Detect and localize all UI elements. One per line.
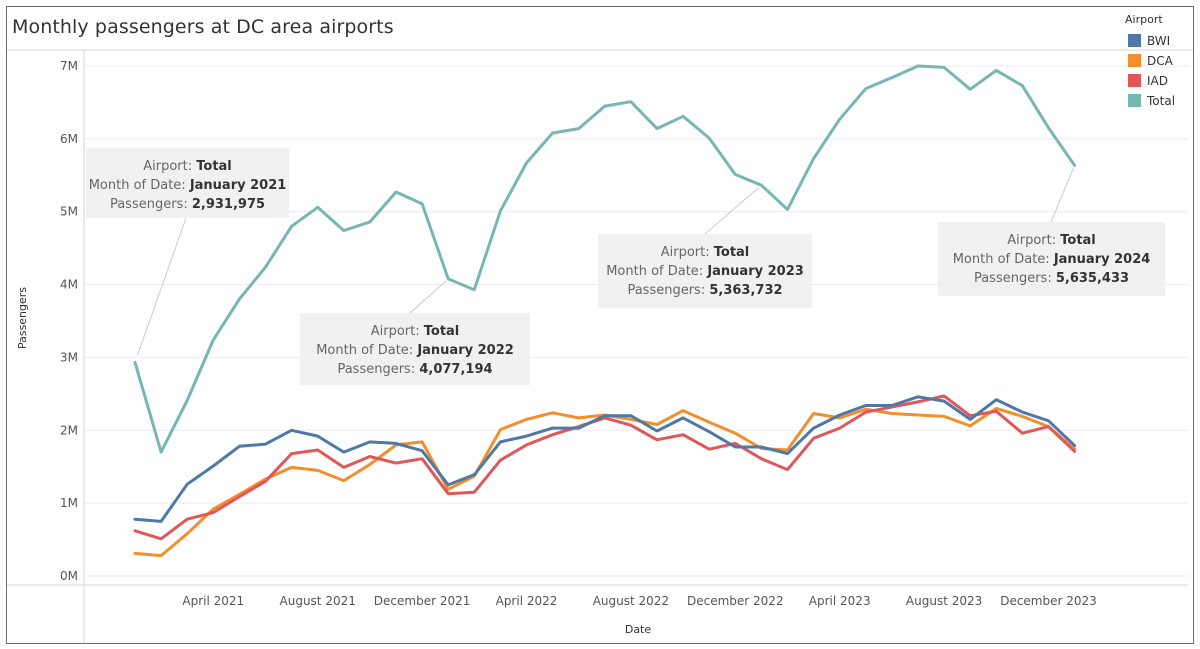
y-tick-label: 4M — [60, 278, 78, 292]
annotation-key: Month of Date: — [953, 252, 1054, 267]
x-tick-label: August 2021 — [280, 594, 356, 608]
annotation: Airport: Total Month of Date: January 202… — [938, 168, 1165, 296]
annotation-value: Total — [1060, 233, 1096, 248]
x-tick-label: December 2021 — [374, 594, 471, 608]
annotation-value: Total — [196, 159, 232, 174]
annotation-value: 4,077,194 — [419, 362, 492, 377]
annotation-line: Passengers: 4,077,194 — [337, 362, 492, 377]
legend-swatch — [1128, 54, 1141, 67]
annotation-key: Passengers: — [337, 362, 419, 377]
annotation-key: Airport: — [1007, 233, 1060, 248]
annotation-key: Passengers: — [974, 271, 1056, 286]
annotation-value: January 2023 — [706, 264, 803, 279]
legend[interactable]: Airport BWI DCA IAD Total — [1125, 13, 1175, 108]
annotations: Airport: Total Month of Date: January 202… — [86, 148, 1165, 385]
series-line-total[interactable] — [133, 64, 1077, 454]
x-tick-label: August 2023 — [906, 594, 982, 608]
x-tick-label: April 2022 — [496, 594, 558, 608]
annotation-line: Month of Date: January 2021 — [89, 178, 287, 193]
annotation-value: January 2021 — [189, 178, 286, 193]
annotation-line: Passengers: 5,635,433 — [974, 271, 1129, 286]
annotation-line: Month of Date: January 2024 — [953, 252, 1151, 267]
annotation: Airport: Total Month of Date: January 202… — [86, 148, 289, 356]
annotation-leader — [137, 217, 187, 356]
annotation-leader — [1050, 168, 1074, 223]
annotation-key: Passengers: — [110, 197, 192, 212]
axes: 0M 1M 2M 3M 4M 5M 6M 7M April 2021 August 2021 Dec… — [7, 49, 1193, 643]
series-line-bwi[interactable] — [133, 395, 1077, 523]
annotation-line: Airport: Total — [143, 159, 232, 174]
annotation-line: Month of Date: January 2022 — [316, 343, 514, 358]
annotation-leader — [409, 280, 447, 314]
annotation-value: Total — [424, 324, 460, 339]
annotation: Airport: Total Month of Date: January 202… — [300, 280, 530, 385]
annotation-line: Month of Date: January 2023 — [606, 264, 804, 279]
legend-item-bwi[interactable]: BWI — [1128, 34, 1170, 48]
x-tick-label: August 2022 — [593, 594, 669, 608]
chart-frame — [6, 6, 1194, 644]
series-line-iad[interactable] — [133, 394, 1077, 541]
legend-title: Airport — [1125, 13, 1163, 26]
annotation-key: Airport: — [661, 245, 714, 260]
legend-swatch — [1128, 94, 1141, 107]
x-axis-title: Date — [625, 623, 652, 636]
legend-swatch — [1128, 74, 1141, 87]
annotation-box — [300, 313, 530, 385]
annotation-key: Airport: — [143, 159, 196, 174]
annotation-value: 5,635,433 — [1056, 271, 1129, 286]
annotation-value: 5,363,732 — [709, 283, 782, 298]
annotation-box — [598, 234, 812, 308]
y-tick-label: 7M — [60, 59, 78, 73]
legend-item-iad[interactable]: IAD — [1128, 74, 1168, 88]
annotation-line: Passengers: 2,931,975 — [110, 197, 265, 212]
annotation-key: Month of Date: — [89, 178, 190, 193]
legend-label: Total — [1146, 94, 1175, 108]
y-axis-title-group: Passengers — [16, 287, 29, 349]
chart-title: Monthly passengers at DC area airports — [12, 16, 394, 38]
legend-item-dca[interactable]: DCA — [1128, 54, 1174, 68]
annotation-box — [938, 222, 1165, 296]
annotation-box — [86, 148, 289, 218]
y-tick-label: 5M — [60, 205, 78, 219]
gridlines — [84, 65, 1188, 577]
legend-label: DCA — [1147, 54, 1174, 68]
annotation-key: Airport: — [371, 324, 424, 339]
x-tick-label: December 2023 — [1000, 594, 1097, 608]
annotation-leader — [704, 187, 759, 235]
annotation-value: 2,931,975 — [192, 197, 265, 212]
annotation: Airport: Total Month of Date: January 202… — [598, 187, 812, 308]
legend-item-total[interactable]: Total — [1128, 94, 1175, 108]
x-tick-label: April 2023 — [809, 594, 871, 608]
x-tick-label: December 2022 — [687, 594, 784, 608]
annotation-line: Airport: Total — [371, 324, 460, 339]
annotation-key: Month of Date: — [606, 264, 707, 279]
series-lines — [133, 64, 1077, 558]
legend-label: BWI — [1147, 34, 1170, 48]
legend-swatch — [1128, 34, 1141, 47]
y-tick-label: 3M — [60, 350, 78, 364]
y-tick-label: 0M — [60, 569, 78, 583]
annotation-value: Total — [714, 245, 750, 260]
y-tick-label: 2M — [60, 423, 78, 437]
annotation-line: Airport: Total — [1007, 233, 1096, 248]
annotation-value: January 2024 — [1053, 252, 1150, 267]
annotation-key: Passengers: — [627, 283, 709, 298]
annotation-line: Passengers: 5,363,732 — [627, 283, 782, 298]
annotation-line: Airport: Total — [661, 245, 750, 260]
y-tick-label: 1M — [60, 496, 78, 510]
y-tick-label: 6M — [60, 132, 78, 146]
annotation-value: January 2022 — [416, 343, 513, 358]
annotation-key: Month of Date: — [316, 343, 417, 358]
legend-label: IAD — [1147, 74, 1168, 88]
x-tick-label: April 2021 — [182, 594, 244, 608]
y-axis-title: Passengers — [16, 287, 29, 349]
